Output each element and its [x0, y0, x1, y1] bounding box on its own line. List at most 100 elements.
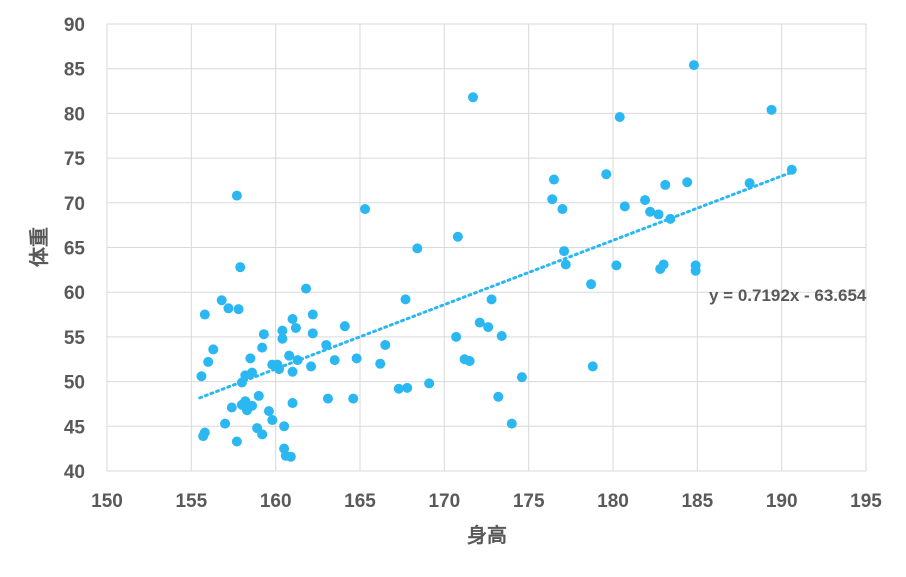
- data-point: [486, 294, 497, 305]
- data-point: [306, 361, 317, 372]
- data-point: [658, 259, 669, 270]
- data-point: [688, 60, 699, 71]
- data-point: [380, 339, 391, 350]
- x-axis-ticks: 150 155 160 165 170 175 180 185 190 195: [91, 491, 882, 512]
- data-point: [496, 331, 507, 342]
- y-tick-label: 40: [64, 462, 85, 483]
- x-tick-label: 155: [175, 491, 207, 512]
- data-point: [235, 262, 246, 273]
- x-tick-label: 175: [513, 491, 545, 512]
- data-point: [560, 259, 571, 270]
- data-point: [601, 169, 612, 180]
- data-point: [402, 382, 413, 393]
- data-point: [277, 325, 288, 336]
- data-point: [516, 372, 527, 383]
- data-point: [307, 328, 318, 339]
- y-tick-label: 80: [64, 104, 85, 125]
- data-point: [586, 279, 597, 290]
- data-point: [451, 331, 462, 342]
- x-tick-label: 195: [850, 491, 882, 512]
- data-point: [468, 92, 479, 103]
- trendline-line: [198, 171, 792, 400]
- data-point: [424, 378, 435, 389]
- x-tick-label: 180: [597, 491, 629, 512]
- data-point: [619, 201, 630, 212]
- data-point: [199, 309, 210, 320]
- data-point: [287, 314, 298, 325]
- y-tick-label: 65: [64, 239, 86, 260]
- data-point: [301, 283, 312, 294]
- y-tick-label: 55: [64, 328, 86, 349]
- y-tick-label: 70: [64, 194, 85, 215]
- data-point: [274, 364, 285, 375]
- data-point: [257, 342, 268, 353]
- data-point: [393, 383, 404, 394]
- data-point: [660, 179, 671, 190]
- data-point: [279, 421, 290, 432]
- x-tick-label: 190: [766, 491, 798, 512]
- x-tick-label: 170: [428, 491, 460, 512]
- data-point: [196, 371, 207, 382]
- data-point: [452, 231, 463, 242]
- y-axis-ticks: 40 45 50 55 60 65 70 75 80 85 90: [64, 15, 86, 483]
- x-tick-label: 160: [260, 491, 292, 512]
- data-point: [203, 356, 214, 367]
- data-point: [321, 339, 332, 350]
- y-tick-label: 85: [64, 60, 86, 81]
- data-point: [474, 317, 485, 328]
- data-point: [506, 418, 517, 429]
- data-point: [208, 344, 219, 355]
- data-point: [322, 393, 333, 404]
- data-point: [284, 350, 295, 361]
- data-point: [348, 393, 359, 404]
- data-point: [766, 104, 777, 115]
- data-point: [665, 213, 676, 224]
- data-point: [257, 429, 268, 440]
- data-point: [267, 415, 278, 426]
- data-point: [231, 190, 242, 201]
- data-point: [247, 400, 258, 411]
- gridlines: [106, 23, 867, 472]
- data-point: [559, 246, 570, 257]
- data-point: [231, 436, 242, 447]
- data-point: [233, 304, 244, 315]
- y-tick-label: 60: [64, 283, 85, 304]
- data-point: [587, 361, 598, 372]
- data-point: [263, 406, 274, 417]
- data-point: [653, 209, 664, 220]
- data-point: [226, 402, 237, 413]
- data-point: [360, 204, 371, 215]
- data-point: [483, 322, 494, 333]
- data-point: [285, 451, 296, 462]
- y-tick-label: 75: [64, 149, 86, 170]
- data-point: [400, 294, 411, 305]
- data-point: [351, 353, 362, 364]
- x-tick-label: 185: [681, 491, 713, 512]
- data-point: [287, 398, 298, 409]
- data-point: [464, 356, 475, 367]
- data-point: [287, 366, 298, 377]
- data-point: [245, 353, 256, 364]
- data-point: [611, 260, 622, 271]
- data-point: [682, 177, 693, 188]
- data-point: [247, 367, 258, 378]
- data-point: [786, 164, 797, 175]
- y-tick-label: 45: [64, 417, 86, 438]
- data-point: [223, 303, 234, 314]
- data-point: [548, 174, 559, 185]
- trendline-equation: y = 0.7192x - 63.654: [709, 286, 867, 305]
- y-tick-label: 90: [64, 15, 85, 36]
- x-tick-label: 165: [344, 491, 376, 512]
- data-point: [493, 391, 504, 402]
- trendline: [198, 171, 792, 400]
- data-point: [645, 206, 656, 217]
- y-tick-label: 50: [64, 373, 85, 394]
- data-point: [253, 390, 264, 401]
- data-point: [375, 358, 386, 369]
- data-point: [292, 355, 303, 366]
- data-point: [199, 427, 210, 438]
- data-point: [339, 321, 350, 332]
- data-point: [307, 309, 318, 320]
